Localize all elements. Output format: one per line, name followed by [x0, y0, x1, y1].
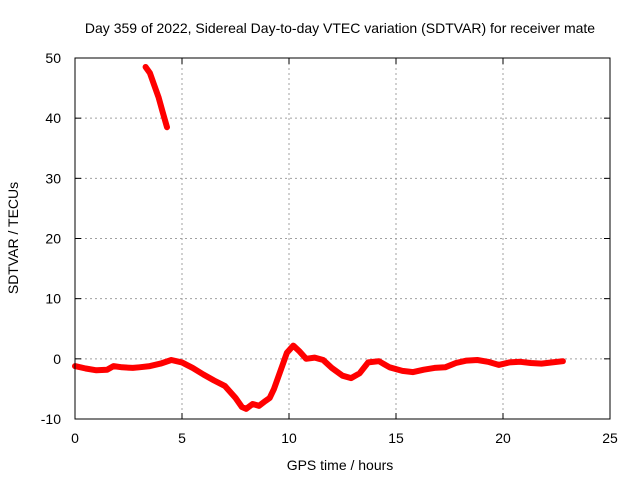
y-tick-label: 30 [45, 170, 61, 186]
y-tick-label: 10 [45, 291, 61, 307]
x-axis-label: GPS time / hours [287, 457, 394, 473]
y-tick-label: 0 [53, 351, 61, 367]
y-tick-labels: -10 0 10 20 30 40 50 [41, 50, 61, 427]
x-tick-label: 0 [71, 430, 79, 446]
plot-frame [74, 57, 611, 420]
x-tick-label: 15 [388, 430, 404, 446]
grid-lines [75, 58, 610, 419]
x-tick-label: 25 [602, 430, 618, 446]
y-tick-label: 40 [45, 110, 61, 126]
chart-title: Day 359 of 2022, Sidereal Day-to-day VTE… [85, 20, 595, 36]
y-tick-label: 20 [45, 231, 61, 247]
x-tick-label: 10 [281, 430, 297, 446]
series-line-2 [72, 342, 566, 412]
data-series [72, 64, 566, 412]
y-axis-label: SDTVAR / TECUs [5, 182, 21, 294]
series-line-1 [142, 64, 170, 131]
y-tick-label: 50 [45, 50, 61, 66]
x-tick-label: 5 [178, 430, 186, 446]
x-tick-labels: 0 5 10 15 20 25 [71, 430, 618, 446]
x-tick-label: 20 [495, 430, 511, 446]
y-tick-label: -10 [41, 411, 61, 427]
